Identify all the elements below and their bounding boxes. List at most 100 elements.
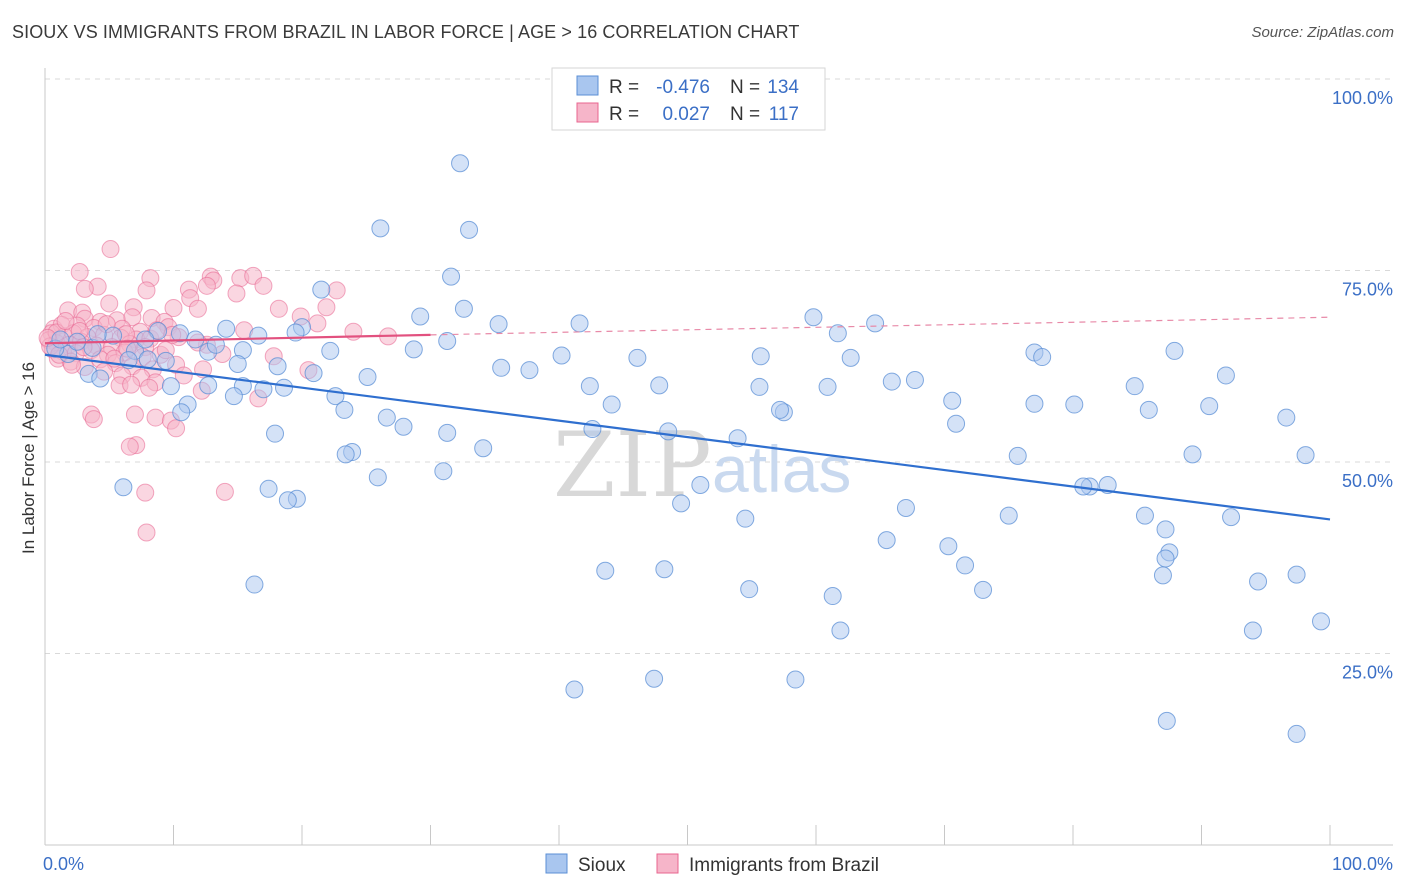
sioux-point [896,498,915,517]
sioux-point [1033,348,1052,367]
sioux-point [228,354,247,373]
sioux-point [149,322,168,341]
chart-title: SIOUX VS IMMIGRANTS FROM BRAZIL IN LABOR… [12,22,800,42]
brazil-point [56,312,75,331]
sioux-point [1025,394,1044,413]
sioux-point [1157,711,1176,730]
sioux-point [268,357,287,376]
sioux-point [751,347,770,366]
brazil-point [269,299,288,318]
chart-source: Source: ZipAtlas.com [1251,24,1394,41]
sioux-point [956,556,975,575]
sioux-point [1125,377,1144,396]
sioux-point [138,350,157,369]
series-brazil [38,240,398,542]
sioux-point [552,346,571,365]
brazil-point [146,408,165,427]
sioux-point [974,580,993,599]
sioux-point [1156,520,1175,539]
sioux-point [451,154,470,173]
brazil-point [70,263,89,282]
bottom-legend-label-sioux: Sioux [578,855,626,876]
brazil-point [164,299,183,318]
brazil-point [254,276,273,295]
sioux-point [877,531,896,550]
sioux-point [841,348,860,367]
sioux-point [1098,475,1117,494]
trend-lines [44,316,1331,521]
sioux-point [368,468,387,487]
sioux-point [818,377,837,396]
sioux-point [1153,566,1172,585]
sioux-point [831,621,850,640]
sioux-point [750,377,769,396]
sioux-point [1312,612,1331,631]
sioux-point [224,387,243,406]
sioux-point [580,377,599,396]
sioux-point [377,408,396,427]
sioux-point [278,491,297,510]
brazil-point [140,378,159,397]
brazil-point [137,523,156,542]
y-tick-label: 75.0% [1342,280,1393,300]
sioux-point [438,331,457,350]
sioux-point [266,424,285,443]
brazil-point [188,299,207,318]
sioux-point [650,376,669,395]
sioux-point [304,364,323,383]
sioux-trend-line [44,353,1331,521]
sioux-point [321,341,340,360]
brazil-point [137,281,156,300]
sioux-point [602,395,621,414]
legend-swatch-sioux [576,75,599,96]
sioux-point [736,509,755,528]
bottom-legend: Sioux Immigrants from Brazil [545,853,879,876]
sioux-point [672,494,691,513]
brazil-trend-line [44,333,431,345]
sioux-point [1139,400,1158,419]
brazil-point [125,405,144,424]
legend-r-value-sioux: -0.476 [656,77,710,98]
legend-n-value-brazil: 117 [769,104,799,125]
sioux-point [1287,724,1306,743]
sioux-point [1200,397,1219,416]
sioux-point [828,324,847,343]
brazil-point [122,375,141,394]
sioux-point [336,445,355,464]
sioux-point [804,308,823,327]
bottom-legend-label-brazil: Immigrants from Brazil [689,855,879,876]
sioux-point [275,378,294,397]
sioux-point [1065,395,1084,414]
sioux-point [434,462,453,481]
sioux-point [358,367,377,386]
legend-r-label-brazil: R = [609,104,639,125]
legend-n-value-sioux: 134 [767,77,799,98]
brazil-point [136,483,155,502]
sioux-point [489,315,508,334]
brazil-point [215,482,234,501]
sioux-point [411,307,430,326]
sioux-point [245,575,264,594]
y-tick-label: 100.0% [1332,88,1393,108]
legend-n-label-brazil: N = [730,104,760,125]
sioux-point [91,369,110,388]
sioux-point [823,587,842,606]
sioux-point [1156,549,1175,568]
sioux-point [939,537,958,556]
brazil-point [197,276,216,295]
sioux-point [1008,446,1027,465]
brazil-point [75,279,94,298]
sioux-point [596,561,615,580]
grid-lines [45,78,1393,654]
sioux-point [114,478,133,497]
legend-swatch-brazil [576,102,599,123]
sioux-point [645,669,664,688]
sioux-point [394,417,413,436]
legend-n-label-sioux: N = [730,77,760,98]
sioux-point [947,414,966,433]
sioux-point [371,219,390,238]
x-tick-label: 100.0% [1332,854,1393,874]
brazil-point [308,314,327,333]
sioux-point [1277,408,1296,427]
